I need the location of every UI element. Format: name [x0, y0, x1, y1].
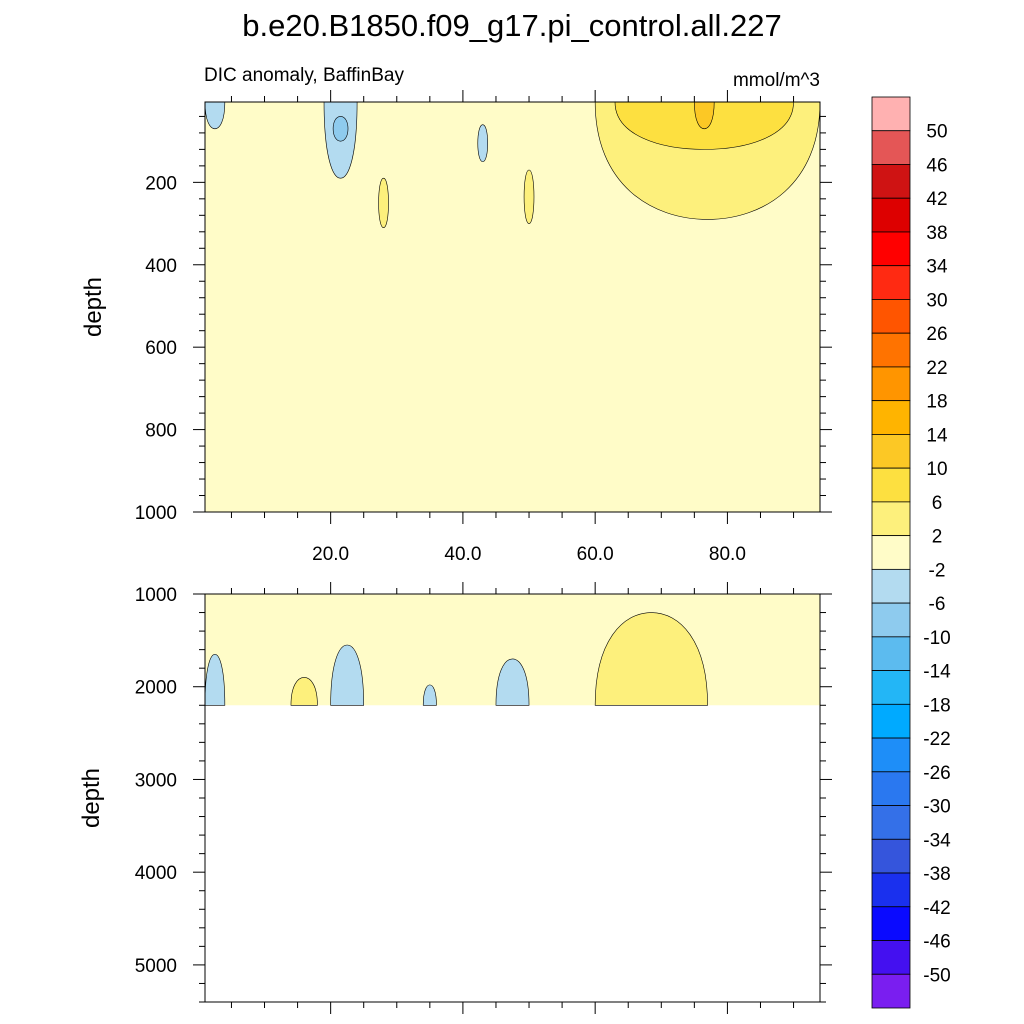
- colorbar-swatch: [871, 434, 911, 469]
- colorbar-label: 30: [926, 290, 947, 311]
- colorbar-label: -26: [923, 763, 950, 784]
- plot-frame: [204, 101, 821, 513]
- colorbar-swatch: [871, 805, 911, 840]
- colorbar-swatch: [871, 568, 911, 604]
- y-tick-label: 2000: [135, 678, 177, 699]
- colorbar-label: -46: [923, 932, 950, 953]
- colorbar-label: -6: [929, 594, 946, 615]
- colorbar-label: 42: [926, 189, 947, 210]
- colorbar-label: 38: [926, 223, 947, 244]
- colorbar-label: 26: [926, 324, 947, 345]
- colorbar-swatch: [871, 164, 911, 199]
- colorbar-swatch: [871, 501, 911, 537]
- colorbar-swatch: [871, 636, 911, 671]
- colorbar-label: -30: [923, 797, 950, 818]
- y-tick-label: 5000: [135, 956, 177, 977]
- colorbar-label: -34: [923, 830, 951, 851]
- x-tick-label: 20.0: [312, 544, 349, 565]
- chart-title: b.e20.B1850.f09_g17.pi_control.all.227: [242, 8, 782, 43]
- colorbar-label: -14: [923, 662, 951, 683]
- upper-panel: 200 400 600 800 1000 20.0 40.0 60.0 80.0 depth: [80, 90, 832, 565]
- y-tick-label: 800: [145, 421, 177, 442]
- colorbar-label: -10: [923, 628, 950, 649]
- colorbar-swatch: [871, 400, 911, 435]
- colorbar-swatch: [871, 771, 911, 806]
- colorbar-label: -18: [923, 695, 950, 716]
- contour-region: [495, 658, 530, 706]
- colorbar-swatch: [871, 838, 911, 874]
- contour-region: [290, 677, 318, 706]
- colorbar-swatch: [871, 670, 911, 705]
- colorbar-swatch: [871, 332, 911, 368]
- x-tick-label: 40.0: [444, 544, 481, 565]
- colorbar-swatch: [871, 467, 911, 503]
- colorbar: 50 46 42 38 34 30 26 22 18 14 10 6 2 -2 -6 -10 -14 -18 -22…: [871, 96, 951, 1009]
- contour-region: [477, 124, 489, 163]
- colorbar-label: -50: [923, 965, 950, 986]
- colorbar-swatch: [871, 906, 911, 941]
- colorbar-swatch: [871, 366, 911, 402]
- contour-region: [204, 653, 226, 706]
- colorbar-label: 50: [926, 122, 947, 143]
- contour-region: [694, 101, 715, 130]
- contour-region: [332, 116, 349, 142]
- colorbar-swatch: [871, 231, 911, 267]
- y-axis-label: depth: [78, 768, 105, 828]
- colorbar-label: 10: [926, 459, 947, 480]
- contour-region: [204, 101, 226, 130]
- colorbar-swatch: [871, 940, 911, 975]
- colorbar-label: 22: [926, 358, 947, 379]
- y-tick-label: 3000: [135, 770, 177, 791]
- contour-region: [422, 684, 437, 706]
- colorbar-label: -22: [923, 729, 950, 750]
- y-axis-label: depth: [80, 277, 107, 337]
- colorbar-swatch: [871, 703, 911, 739]
- y-tick-label: 600: [145, 338, 177, 359]
- colorbar-swatch: [871, 602, 911, 638]
- colorbar-label: 18: [926, 392, 947, 413]
- y-tick-label: 200: [145, 173, 177, 194]
- chart-subtitle-right: mmol/m^3: [733, 70, 820, 91]
- chart-subtitle-left: DIC anomaly, BaffinBay: [204, 65, 404, 86]
- contour-region: [523, 169, 535, 224]
- colorbar-swatch: [871, 130, 911, 165]
- contour-region: [594, 612, 708, 706]
- colorbar-swatch: [871, 872, 911, 908]
- colorbar-label: 14: [926, 425, 948, 446]
- contour-region: [378, 177, 389, 228]
- colorbar-swatch: [871, 265, 911, 300]
- y-tick-label: 400: [145, 256, 177, 277]
- colorbar-swatch: [871, 96, 911, 132]
- contour-region: [330, 644, 365, 706]
- colorbar-label: 46: [926, 155, 947, 176]
- colorbar-label: 6: [932, 493, 943, 514]
- colorbar-swatch: [871, 299, 911, 334]
- colorbar-label: -38: [923, 864, 950, 885]
- colorbar-swatch: [871, 973, 911, 1009]
- colorbar-label: -2: [929, 560, 946, 581]
- colorbar-label: 2: [932, 527, 943, 548]
- lower-panel: 1000 2000 3000 4000 5000 depth: [78, 582, 832, 1014]
- y-tick-label: 1000: [135, 503, 177, 524]
- x-tick-label: 80.0: [709, 544, 746, 565]
- x-tick-label: 60.0: [577, 544, 614, 565]
- colorbar-swatch: [871, 197, 911, 233]
- y-tick-label: 4000: [135, 863, 177, 884]
- colorbar-swatch: [871, 535, 911, 570]
- colorbar-swatch: [871, 737, 911, 773]
- colorbar-label: 34: [926, 257, 948, 278]
- colorbar-label: -42: [923, 898, 950, 919]
- y-tick-label: 1000: [135, 585, 177, 606]
